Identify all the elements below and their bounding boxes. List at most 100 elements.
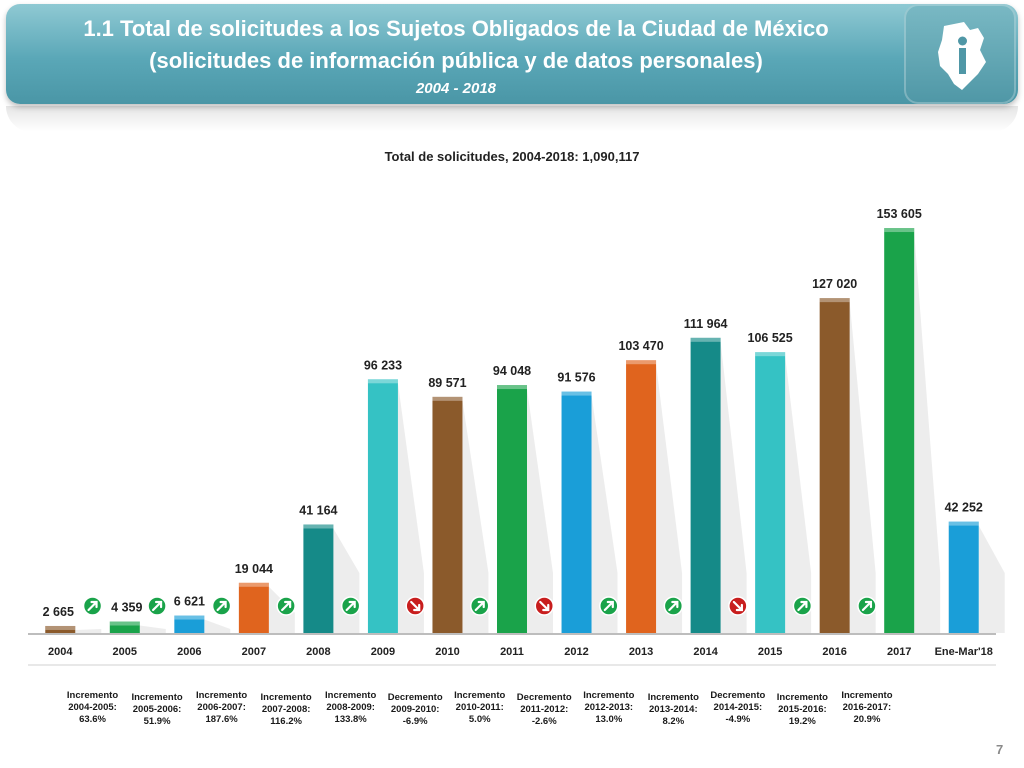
bar-value-label: 91 576	[557, 371, 595, 385]
bar-value-label: 4 359	[111, 601, 142, 615]
bar-2015	[755, 352, 786, 633]
change-annotation: Incremento 2008-2009: 133.8%	[320, 690, 382, 726]
x-axis-line	[28, 633, 996, 635]
change-period: 2007-2008:	[261, 704, 311, 715]
bar-top-highlight	[884, 228, 915, 233]
bar-value-label: 96 233	[364, 358, 402, 372]
bar-top-highlight	[367, 379, 398, 384]
bar-top-highlight	[303, 524, 334, 529]
bar-2009	[367, 379, 398, 633]
increase-arrow-icon	[599, 596, 619, 616]
bar-shadow	[656, 364, 683, 633]
bar-2016	[819, 298, 850, 633]
change-annotation: Decremento 2009-2010: -6.9%	[384, 692, 446, 728]
change-period: 2016-2017:	[842, 702, 892, 713]
bar-shadow	[139, 625, 166, 633]
bar-shadow	[591, 395, 618, 633]
change-period: 2015-2016:	[778, 704, 827, 715]
change-value: 133.8%	[334, 714, 367, 725]
bar-2008	[303, 524, 334, 633]
bar-top-highlight	[819, 298, 850, 303]
change-period: 2006-2007:	[197, 702, 246, 713]
x-tick-label: 2012	[564, 646, 588, 658]
bar-top-highlight	[561, 391, 592, 396]
slide-title-line1: 1.1 Total de solicitudes a los Sujetos O…	[83, 16, 829, 41]
bar-shadow	[785, 356, 812, 633]
change-period: 2012-2013:	[584, 702, 634, 713]
decrease-arrow-icon	[728, 596, 748, 616]
bar-2005	[109, 621, 140, 633]
slide-subtitle: 2004 - 2018	[415, 80, 497, 97]
bar-shadow	[720, 341, 747, 633]
change-value: -2.6%	[531, 716, 557, 727]
change-label: Incremento	[325, 690, 377, 701]
bar-top-highlight	[497, 385, 527, 390]
change-annotation: Decremento 2014-2015: -4.9%	[707, 690, 769, 726]
bar-shadow	[462, 400, 489, 633]
increase-arrow-icon	[857, 596, 877, 616]
change-label: Incremento	[776, 692, 828, 703]
bar-value-label: 103 470	[618, 339, 663, 353]
change-label: Incremento	[647, 692, 699, 703]
bar-shadow	[333, 528, 360, 633]
bar-value-label: 153 605	[877, 207, 922, 221]
bar-value-label: 41 164	[299, 503, 337, 517]
increase-arrow-icon	[792, 596, 813, 616]
x-tick-label: 2010	[435, 646, 459, 658]
bar-shadow	[204, 619, 231, 633]
increase-arrow-icon	[211, 596, 232, 616]
change-label: Incremento	[260, 692, 312, 703]
bar-top-highlight	[948, 521, 979, 526]
change-value: 20.9%	[853, 714, 881, 725]
bar-top-highlight	[238, 582, 269, 587]
bar-2014	[690, 337, 721, 633]
decrease-arrow-icon	[534, 596, 555, 616]
increase-arrow-icon	[276, 596, 296, 616]
bar-value-label: 106 525	[748, 331, 793, 345]
change-label: Decremento	[516, 692, 572, 703]
bar-top-highlight	[626, 360, 657, 365]
bar-2007	[238, 582, 269, 633]
institution-logo-icon	[904, 4, 1016, 104]
bar-shadow	[914, 232, 941, 633]
bar-value-label: 6 621	[174, 595, 205, 609]
x-tick-label: Ene-Mar'18	[935, 646, 993, 658]
x-tick-label: 2009	[371, 646, 395, 658]
change-label: Incremento	[195, 690, 248, 701]
change-annotation: Incremento 2004-2005: 63.6%	[62, 690, 124, 726]
change-value: -6.9%	[402, 716, 428, 727]
change-value: 8.2%	[662, 716, 685, 727]
x-tick-label: 2007	[242, 646, 266, 658]
change-annotation: Incremento 2012-2013: 13.0%	[578, 690, 640, 726]
bar-2011	[497, 385, 527, 633]
change-period: 2004-2005:	[68, 702, 117, 713]
change-period: 2013-2014:	[649, 704, 698, 715]
change-annotation: Decremento 2011-2012: -2.6%	[513, 692, 575, 728]
bar-2004	[45, 625, 76, 633]
bar-value-label: 42 252	[945, 501, 983, 515]
change-annotation: Incremento 2005-2006: 51.9%	[126, 692, 188, 728]
change-period: 2009-2010:	[390, 704, 440, 715]
change-value: 5.0%	[468, 714, 491, 725]
change-period: 2008-2009:	[326, 702, 375, 713]
bar-shadow	[397, 383, 424, 633]
increase-arrow-icon	[340, 596, 361, 616]
change-annotation: Incremento 2007-2008: 116.2%	[255, 692, 317, 728]
change-annotation: Incremento 2006-2007: 187.6%	[191, 690, 253, 726]
bar-value-label: 111 964	[684, 317, 728, 331]
bar-shadow	[978, 525, 1005, 633]
bar-top-highlight	[45, 625, 76, 630]
change-label: Incremento	[583, 690, 635, 701]
change-label: Incremento	[454, 690, 506, 701]
x-tick-label: 2017	[887, 646, 911, 658]
x-tick-label: 2013	[629, 646, 653, 658]
bar-value-label: 2 665	[43, 605, 74, 619]
slide-header: 1.1 Total de solicitudes a los Sujetos O…	[6, 4, 1018, 104]
change-value: -4.9%	[725, 714, 751, 725]
bar-2013	[626, 360, 657, 633]
change-value: 13.0%	[595, 714, 623, 725]
bar-2006	[174, 615, 205, 633]
bar-2017	[884, 228, 915, 633]
bar-shadow	[849, 302, 876, 633]
bar-value-label: 89 571	[428, 376, 466, 390]
